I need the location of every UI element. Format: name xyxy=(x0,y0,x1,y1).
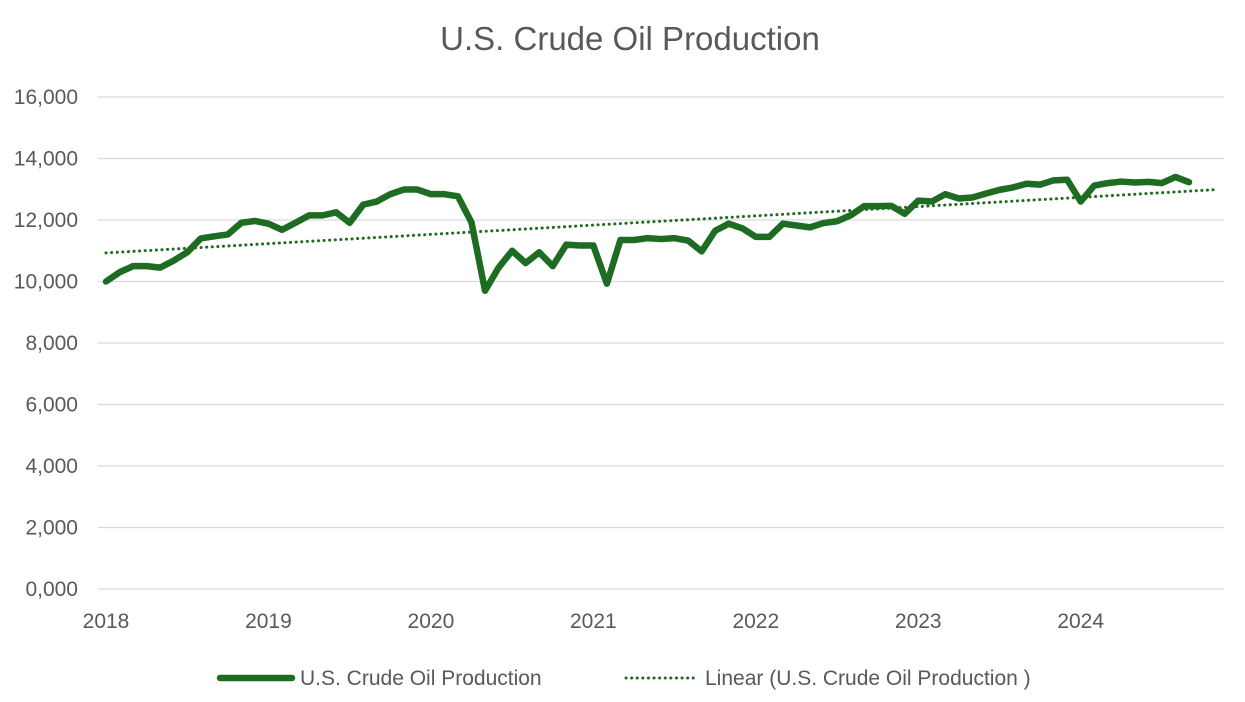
x-axis-tick-labels: 2018 2019 2020 2021 2022 2023 2024 xyxy=(83,610,1105,633)
y-tick-label: 0,000 xyxy=(25,578,78,601)
x-tick-label: 2020 xyxy=(408,610,455,633)
y-tick-label: 8,000 xyxy=(25,332,78,355)
y-tick-label: 6,000 xyxy=(25,394,78,417)
gridlines xyxy=(98,96,1224,590)
y-tick-label: 4,000 xyxy=(25,455,78,478)
x-tick-label: 2019 xyxy=(245,610,292,633)
y-axis-tick-labels: 0,000 2,000 4,000 6,000 8,000 10,000 12,000 14,… xyxy=(14,86,78,601)
x-tick-label: 2022 xyxy=(732,610,779,633)
series-line-production xyxy=(102,173,1193,294)
x-tick-label: 2023 xyxy=(895,610,942,633)
chart-title: U.S. Crude Oil Production xyxy=(440,20,820,57)
legend: U.S. Crude Oil Production Linear (U.S. C… xyxy=(216,667,1031,690)
x-tick-label: 2018 xyxy=(83,610,130,633)
y-tick-label: 14,000 xyxy=(14,148,78,171)
y-tick-label: 10,000 xyxy=(14,271,78,294)
y-tick-label: 12,000 xyxy=(14,209,78,232)
legend-label-linear: Linear (U.S. Crude Oil Production ) xyxy=(705,667,1031,690)
legend-label-production: U.S. Crude Oil Production xyxy=(300,667,542,690)
x-tick-label: 2024 xyxy=(1057,610,1104,633)
y-tick-label: 16,000 xyxy=(14,86,78,109)
series-lines xyxy=(102,173,1219,294)
y-tick-label: 2,000 xyxy=(25,517,78,540)
trendline xyxy=(104,188,1219,255)
x-tick-label: 2021 xyxy=(570,610,617,633)
